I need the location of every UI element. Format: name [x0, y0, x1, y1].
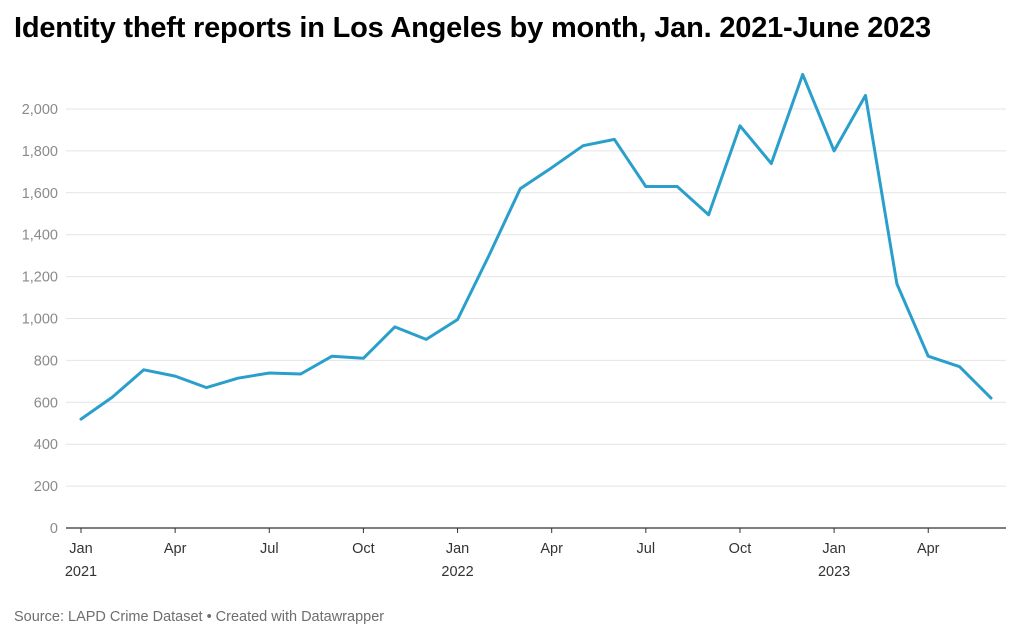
- data-point: [266, 370, 272, 376]
- x-tick-label: Oct: [352, 541, 375, 557]
- x-tick-year-label: 2023: [818, 564, 850, 580]
- x-tick-label: Jan: [446, 541, 469, 557]
- data-point: [737, 123, 743, 129]
- y-axis: 0 200 400 600 800 1,000 1,200 1,400 1,600 1,800 2,…: [22, 102, 58, 537]
- x-axis: Jan 2021 Apr Jul Oct Jan 2022 Apr Jul Oct Jan 2023 A…: [65, 527, 1006, 580]
- data-point: [392, 324, 398, 330]
- x-tick-label: Jan: [69, 541, 92, 557]
- data-point: [580, 143, 586, 149]
- data-point: [517, 186, 523, 192]
- data-point: [109, 394, 115, 400]
- data-point: [360, 355, 366, 361]
- data-point: [925, 353, 931, 359]
- data-point: [235, 375, 241, 381]
- x-tick-label: Apr: [540, 541, 563, 557]
- y-tick-label: 600: [34, 395, 58, 411]
- x-tick-label: Apr: [917, 541, 940, 557]
- x-tick-label: Jul: [637, 541, 656, 557]
- y-tick-label: 1,800: [22, 144, 58, 160]
- y-tick-label: 1,000: [22, 312, 58, 328]
- credit-text: Created with Datawrapper: [215, 609, 385, 625]
- x-tick-label: Oct: [729, 541, 752, 557]
- x-tick-label: Jul: [260, 541, 279, 557]
- data-point: [768, 160, 774, 166]
- source-text: Source: LAPD Crime Dataset: [14, 609, 203, 625]
- data-point: [172, 373, 178, 379]
- data-point: [611, 136, 617, 142]
- y-tick-label: 400: [34, 437, 58, 453]
- data-point: [706, 212, 712, 218]
- data-point: [988, 395, 994, 401]
- x-tick-label: Jan: [822, 541, 845, 557]
- series: [78, 71, 994, 422]
- y-tick-label: 200: [34, 479, 58, 495]
- chart-title: Identity theft reports in Los Angeles by…: [14, 12, 931, 44]
- gridlines: [66, 108, 1006, 487]
- data-point: [329, 353, 335, 359]
- data-point: [800, 71, 806, 77]
- data-point: [78, 416, 84, 422]
- x-tick-year-label: 2022: [441, 564, 473, 580]
- footer: Source: LAPD Crime Dataset • Created with …: [14, 609, 384, 625]
- data-point: [674, 184, 680, 190]
- data-point: [486, 253, 492, 259]
- data-point: [957, 364, 963, 370]
- y-tick-label: 0: [50, 521, 58, 537]
- data-point: [423, 336, 429, 342]
- y-tick-label: 1,200: [22, 270, 58, 286]
- data-point: [298, 371, 304, 377]
- footer-separator: •: [206, 609, 212, 625]
- line-chart: 0 200 400 600 800 1,000 1,200 1,400 1,600 1,800 2,…: [22, 71, 1006, 580]
- data-point: [643, 184, 649, 190]
- y-tick-label: 800: [34, 353, 58, 369]
- y-tick-label: 2,000: [22, 102, 58, 118]
- y-tick-label: 1,600: [22, 186, 58, 202]
- series-line: [79, 72, 993, 421]
- data-point: [894, 281, 900, 287]
- x-tick-label: Apr: [164, 541, 187, 557]
- data-point: [141, 367, 147, 373]
- data-point: [204, 385, 210, 391]
- data-point: [831, 148, 837, 154]
- data-point: [549, 165, 555, 171]
- data-point: [455, 317, 461, 323]
- data-point: [862, 92, 868, 98]
- y-tick-label: 1,400: [22, 228, 58, 244]
- x-tick-year-label: 2021: [65, 564, 97, 580]
